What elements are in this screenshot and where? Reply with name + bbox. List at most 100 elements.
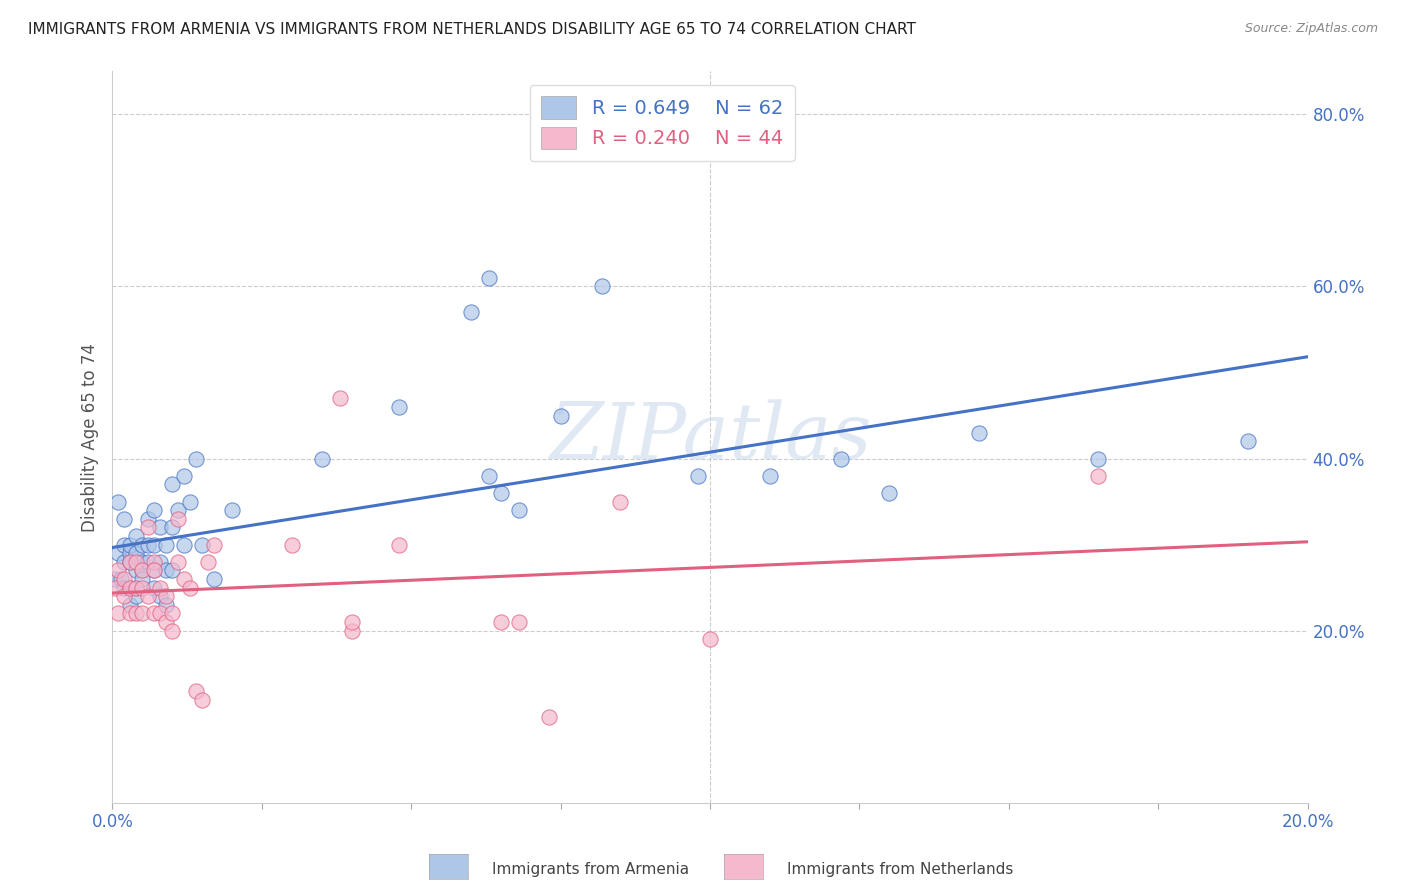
Point — [173, 572, 195, 586]
Point — [107, 607, 129, 621]
Point — [186, 451, 208, 466]
Point — [162, 477, 183, 491]
Point — [311, 451, 333, 466]
Point — [125, 589, 148, 603]
Point — [149, 589, 172, 603]
Point — [460, 305, 482, 319]
Point — [143, 581, 166, 595]
Point — [759, 468, 782, 483]
Point — [1237, 434, 1260, 449]
Point — [699, 632, 721, 647]
Point — [202, 538, 225, 552]
Point — [131, 538, 153, 552]
Point — [388, 538, 411, 552]
Point — [120, 598, 142, 612]
Point — [107, 546, 129, 560]
Point — [114, 572, 135, 586]
Point — [173, 468, 195, 483]
Point — [186, 684, 208, 698]
Point — [131, 607, 153, 621]
Point — [138, 589, 160, 603]
Point — [149, 520, 172, 534]
Point — [120, 546, 142, 560]
Point — [167, 512, 190, 526]
Text: Source: ZipAtlas.com: Source: ZipAtlas.com — [1244, 22, 1378, 36]
Point — [104, 581, 127, 595]
Point — [120, 581, 142, 595]
Point — [167, 503, 190, 517]
Point — [162, 564, 183, 578]
Point — [114, 512, 135, 526]
Point — [478, 271, 501, 285]
Point — [967, 425, 990, 440]
Point — [120, 581, 142, 595]
Point — [114, 581, 135, 595]
Point — [329, 392, 352, 406]
Point — [162, 624, 183, 638]
Point — [831, 451, 853, 466]
Point — [125, 607, 148, 621]
Point — [489, 615, 512, 629]
Point — [138, 538, 160, 552]
Point — [131, 572, 153, 586]
Point — [155, 564, 177, 578]
Point — [340, 624, 363, 638]
Point — [281, 538, 304, 552]
Point — [125, 529, 148, 543]
Point — [120, 555, 142, 569]
Legend: R = 0.649    N = 62, R = 0.240    N = 44: R = 0.649 N = 62, R = 0.240 N = 44 — [530, 85, 794, 161]
Point — [131, 581, 153, 595]
Point — [149, 607, 172, 621]
Point — [143, 564, 166, 578]
Point — [508, 503, 530, 517]
Point — [155, 538, 177, 552]
Point — [110, 572, 132, 586]
Point — [131, 564, 153, 578]
Text: Immigrants from Netherlands: Immigrants from Netherlands — [787, 863, 1014, 877]
Point — [143, 538, 166, 552]
Point — [162, 607, 183, 621]
Text: IMMIGRANTS FROM ARMENIA VS IMMIGRANTS FROM NETHERLANDS DISABILITY AGE 65 TO 74 C: IMMIGRANTS FROM ARMENIA VS IMMIGRANTS FR… — [28, 22, 915, 37]
Point — [592, 279, 614, 293]
Point — [173, 538, 195, 552]
Point — [162, 520, 183, 534]
Point — [125, 546, 148, 560]
Point — [114, 589, 135, 603]
Point — [179, 581, 201, 595]
Point — [550, 409, 572, 423]
Point — [143, 503, 166, 517]
Point — [197, 555, 219, 569]
Point — [125, 581, 148, 595]
Point — [537, 710, 560, 724]
Point — [879, 486, 901, 500]
Point — [138, 555, 160, 569]
Point — [149, 555, 172, 569]
Point — [114, 555, 135, 569]
Point — [138, 520, 160, 534]
Point — [149, 581, 172, 595]
Point — [107, 494, 129, 508]
Y-axis label: Disability Age 65 to 74: Disability Age 65 to 74 — [80, 343, 98, 532]
Point — [104, 572, 127, 586]
Point — [143, 607, 166, 621]
Point — [120, 555, 142, 569]
Point — [388, 400, 411, 414]
Point — [125, 564, 148, 578]
Point — [478, 468, 501, 483]
Point — [609, 494, 631, 508]
Point — [107, 564, 129, 578]
Point — [155, 598, 177, 612]
Point — [202, 572, 225, 586]
Point — [143, 555, 166, 569]
Point — [114, 538, 135, 552]
Point — [131, 564, 153, 578]
Point — [155, 589, 177, 603]
Point — [120, 607, 142, 621]
Point — [125, 555, 148, 569]
Point — [131, 555, 153, 569]
Point — [221, 503, 243, 517]
Point — [508, 615, 530, 629]
Text: Immigrants from Armenia: Immigrants from Armenia — [492, 863, 689, 877]
Text: ZIPatlas: ZIPatlas — [548, 399, 872, 475]
Point — [489, 486, 512, 500]
